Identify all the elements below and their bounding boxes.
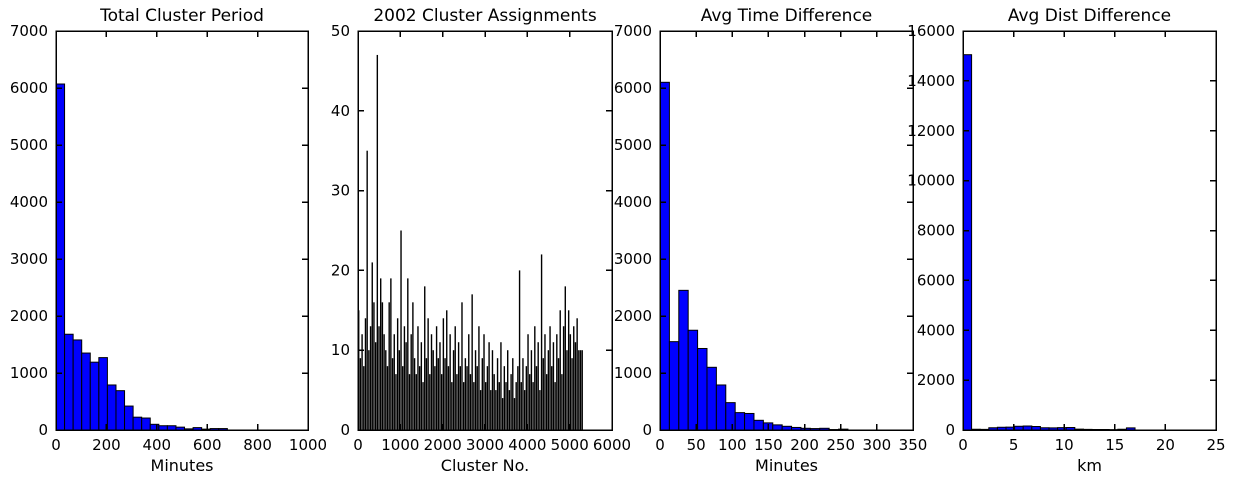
svg-text:4000: 4000 <box>508 436 546 454</box>
svg-text:350: 350 <box>899 436 928 454</box>
svg-text:30: 30 <box>331 182 350 200</box>
svg-text:15: 15 <box>1105 436 1124 454</box>
svg-text:3000: 3000 <box>10 250 48 268</box>
svg-text:1000: 1000 <box>10 364 48 382</box>
svg-text:0: 0 <box>655 436 665 454</box>
svg-text:600: 600 <box>193 436 222 454</box>
svg-text:1000: 1000 <box>614 364 652 382</box>
plot-cluster-assignments-2002: 0 1000 2000 3000 4000 5000 6000 0 10 20 30 40 50 <box>331 22 631 454</box>
svg-text:12000: 12000 <box>907 122 955 140</box>
svg-text:0: 0 <box>958 436 968 454</box>
svg-text:40: 40 <box>331 102 350 120</box>
svg-text:6000: 6000 <box>917 271 955 289</box>
svg-text:25: 25 <box>1206 436 1225 454</box>
plot-total-cluster-period: 0 200 400 600 800 1000 0 1000 2000 3000 4000 5000 60… <box>10 22 327 454</box>
svg-text:6000: 6000 <box>10 79 48 97</box>
svg-text:0: 0 <box>51 436 61 454</box>
svg-text:100: 100 <box>718 436 747 454</box>
svg-text:5000: 5000 <box>551 436 589 454</box>
svg-text:14000: 14000 <box>907 72 955 90</box>
svg-text:10: 10 <box>331 341 350 359</box>
svg-text:20: 20 <box>331 261 350 279</box>
svg-text:150: 150 <box>754 436 783 454</box>
svg-text:200: 200 <box>790 436 819 454</box>
svg-text:7000: 7000 <box>10 22 48 40</box>
chart-title-avg-time-difference: Avg Time Difference <box>700 6 873 26</box>
svg-text:20: 20 <box>1156 436 1175 454</box>
chart-xlabel-cluster-no: Cluster No. <box>440 456 530 475</box>
svg-text:1000: 1000 <box>381 436 419 454</box>
svg-text:0: 0 <box>353 436 363 454</box>
svg-text:4000: 4000 <box>917 321 955 339</box>
svg-text:50: 50 <box>687 436 706 454</box>
svg-text:6000: 6000 <box>614 79 652 97</box>
svg-text:2000: 2000 <box>424 436 462 454</box>
chart-title-cluster-assignments: 2002 Cluster Assignments <box>373 6 597 26</box>
svg-text:0: 0 <box>945 421 955 439</box>
chart-title-avg-dist-difference: Avg Dist Difference <box>1007 6 1172 26</box>
svg-text:4000: 4000 <box>10 193 48 211</box>
svg-text:50: 50 <box>331 22 350 40</box>
svg-text:2000: 2000 <box>10 307 48 325</box>
svg-text:5000: 5000 <box>614 136 652 154</box>
svg-text:8000: 8000 <box>917 222 955 240</box>
chart-title-total-cluster-period: Total Cluster Period <box>100 6 264 26</box>
svg-text:0: 0 <box>642 421 652 439</box>
svg-text:300: 300 <box>863 436 892 454</box>
svg-text:800: 800 <box>243 436 272 454</box>
plot-avg-dist-difference: 0 5 10 15 20 25 0 2000 4000 6000 8000 10000 12000 140… <box>907 22 1225 454</box>
svg-text:5: 5 <box>1009 436 1019 454</box>
svg-text:3000: 3000 <box>614 250 652 268</box>
svg-text:10000: 10000 <box>907 172 955 190</box>
chart-xlabel-minutes-1: Minutes <box>150 456 214 475</box>
svg-text:3000: 3000 <box>466 436 504 454</box>
svg-text:2000: 2000 <box>917 371 955 389</box>
svg-text:7000: 7000 <box>614 22 652 40</box>
plot-avg-time-difference: 0 50 100 150 200 250 300 350 0 1000 2000 3000 4000 50… <box>614 22 928 454</box>
svg-text:2000: 2000 <box>614 307 652 325</box>
svg-text:0: 0 <box>340 421 350 439</box>
svg-text:200: 200 <box>92 436 121 454</box>
svg-text:5000: 5000 <box>10 136 48 154</box>
chart-xlabel-minutes-2: Minutes <box>755 456 818 475</box>
svg-text:0: 0 <box>38 421 48 439</box>
svg-text:10: 10 <box>1055 436 1074 454</box>
svg-text:250: 250 <box>826 436 855 454</box>
svg-text:4000: 4000 <box>614 193 652 211</box>
svg-text:400: 400 <box>142 436 171 454</box>
svg-text:1000: 1000 <box>289 436 327 454</box>
svg-text:6000: 6000 <box>593 436 631 454</box>
chart-xlabel-km: km <box>1077 456 1102 475</box>
svg-text:16000: 16000 <box>907 22 955 40</box>
